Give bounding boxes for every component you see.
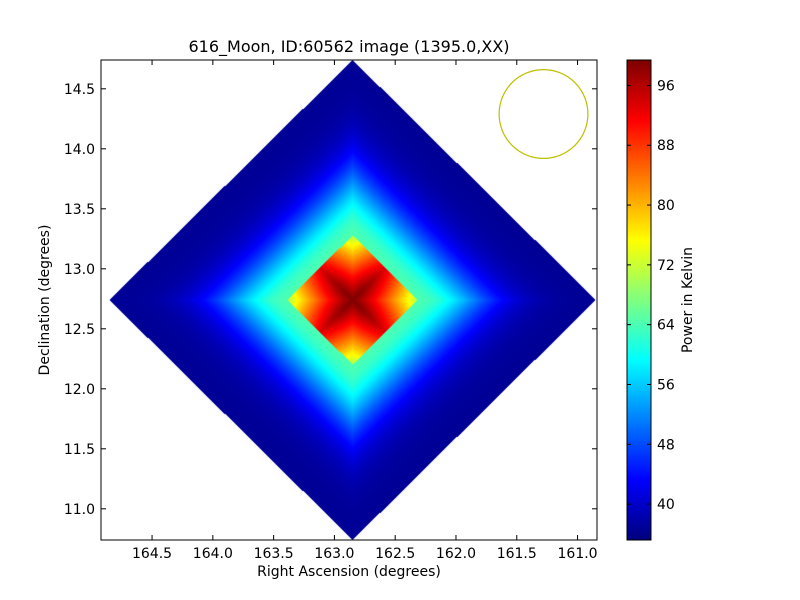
x-tick-label: 162.5 <box>375 546 415 562</box>
colorbar-tick-label: 56 <box>657 377 675 393</box>
colorbar-tick-label: 72 <box>657 258 675 274</box>
y-axis-ticks: 11.0 11.5 12.0 12.5 13.0 13.5 14.0 14.5 <box>64 82 597 518</box>
y-tick-label: 14.5 <box>64 82 95 98</box>
y-tick-label: 14.0 <box>64 142 95 158</box>
x-tick-label: 163.0 <box>314 546 354 562</box>
beam-circle <box>498 68 589 160</box>
colorbar-tick-label: 64 <box>657 318 675 334</box>
x-axis-label: Right Ascension (degrees) <box>257 564 441 580</box>
x-tick-label: 162.0 <box>436 546 476 562</box>
colorbar-tick-label: 48 <box>657 437 675 453</box>
colorbar-frame <box>626 59 652 541</box>
x-tick-label: 161.5 <box>497 546 537 562</box>
x-tick-label: 163.5 <box>254 546 294 562</box>
plot-area <box>101 60 597 540</box>
heatmap-image <box>101 60 597 540</box>
colorbar-ticks: 40 48 56 64 72 80 88 96 <box>627 78 675 513</box>
colorbar-tick-label: 96 <box>657 78 675 94</box>
chart-title: 616_Moon, ID:60562 image (1395.0,XX) <box>188 37 509 57</box>
x-tick-label: 164.5 <box>132 546 172 562</box>
colorbar-tick-label: 88 <box>657 138 675 154</box>
y-tick-label: 11.0 <box>64 502 95 518</box>
y-tick-label: 12.0 <box>64 382 95 398</box>
colorbar-gradient <box>627 60 651 540</box>
colorbar-tick-label: 80 <box>657 198 675 214</box>
axes-frame <box>100 59 598 541</box>
y-axis-label: Declination (degrees) <box>37 225 53 376</box>
colorbar-tick-label: 40 <box>657 497 675 513</box>
x-tick-label: 161.0 <box>558 546 598 562</box>
colorbar: 40 48 56 64 72 80 88 96 Power in Kelvin <box>626 59 696 541</box>
x-axis-ticks: 164.5 164.0 163.5 163.0 162.5 162.0 161.5 161.0 <box>132 60 598 562</box>
x-tick-label: 164.0 <box>193 546 233 562</box>
y-tick-label: 12.5 <box>64 322 95 338</box>
y-tick-label: 13.5 <box>64 202 95 218</box>
y-tick-label: 11.5 <box>64 442 95 458</box>
y-tick-label: 13.0 <box>64 262 95 278</box>
colorbar-label: Power in Kelvin <box>680 247 696 353</box>
